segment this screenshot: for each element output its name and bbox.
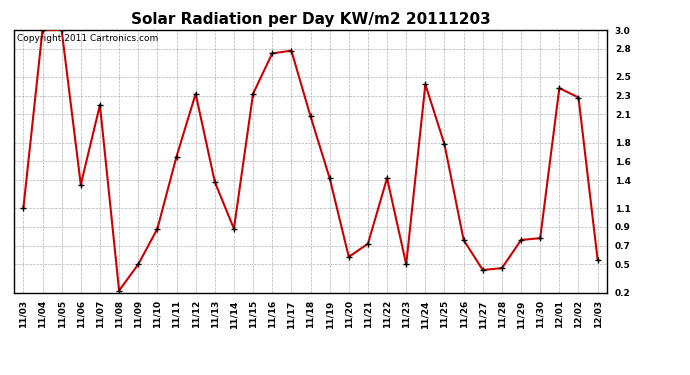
Text: Copyright 2011 Cartronics.com: Copyright 2011 Cartronics.com bbox=[17, 34, 158, 43]
Title: Solar Radiation per Day KW/m2 20111203: Solar Radiation per Day KW/m2 20111203 bbox=[130, 12, 491, 27]
